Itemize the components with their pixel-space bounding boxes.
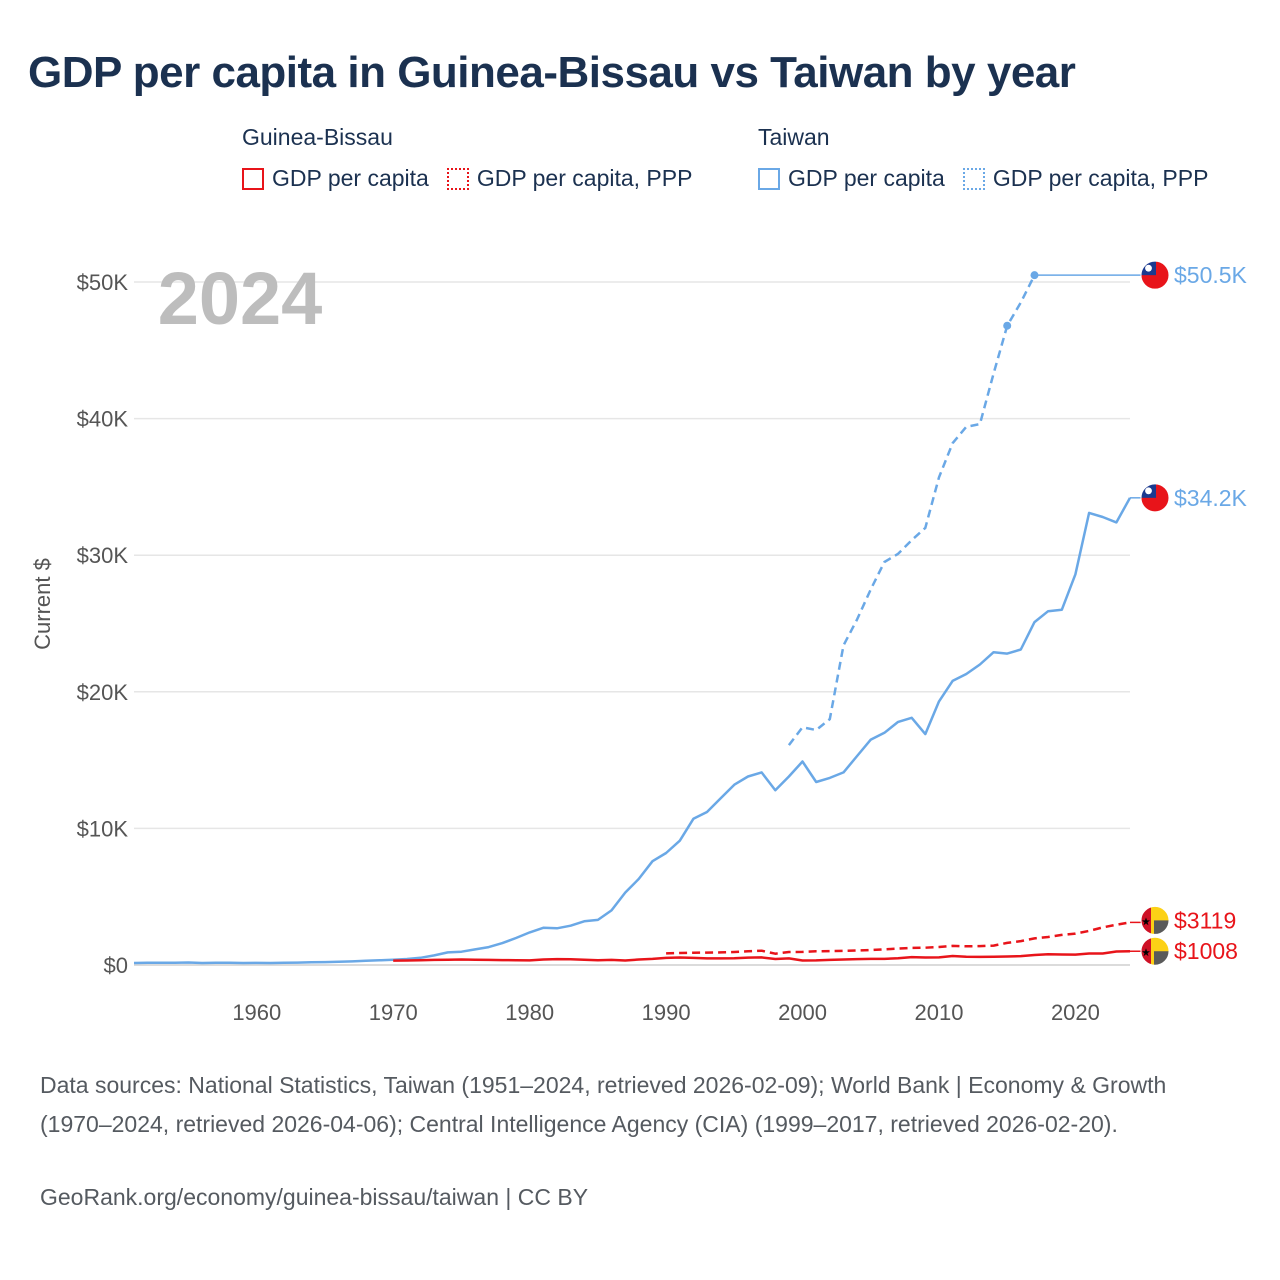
- x-tick-label: 1960: [232, 1000, 281, 1025]
- taiwan-flag-icon: [1140, 483, 1170, 513]
- series-line-taiwan[interactable]: [133, 497, 1132, 965]
- x-tick-label: 1970: [369, 1000, 418, 1025]
- y-tick-label: $40K: [77, 407, 129, 432]
- series-line-guinea-bissau[interactable]: [393, 949, 1131, 962]
- y-tick-label: $20K: [77, 680, 129, 705]
- legend-item-gb-gdp[interactable]: GDP per capita: [242, 165, 429, 192]
- solid-swatch-icon: [758, 167, 780, 190]
- legend-item-label: GDP per capita: [788, 165, 945, 191]
- x-tick-label: 2000: [778, 1000, 827, 1025]
- series-end-label: $50.5K: [1174, 262, 1248, 288]
- guinea-bissau-flag-icon: [1140, 936, 1170, 966]
- x-tick-label: 1990: [642, 1000, 691, 1025]
- grid-lines: [134, 281, 1130, 966]
- series-end-label: $34.2K: [1174, 485, 1248, 511]
- dotted-swatch-icon: [962, 167, 985, 190]
- source-link[interactable]: GeoRank.org/economy/guinea-bissau/taiwan…: [40, 1184, 589, 1210]
- legend-group-name: Guinea-Bissau: [242, 124, 393, 150]
- legend-item-gb-gdp-ppp[interactable]: GDP per capita, PPP: [446, 165, 693, 192]
- taiwan-flag-icon: [1140, 260, 1170, 290]
- legend-item-tw-gdp[interactable]: GDP per capita: [758, 165, 945, 192]
- guinea-bissau-flag-icon: [1140, 905, 1170, 935]
- series-lines: [133, 271, 1150, 965]
- y-axis-label: Current $: [30, 558, 55, 650]
- y-tick-label: $10K: [77, 816, 129, 841]
- legend-group-taiwan: Taiwan GDP per capita GDP per capita, PP…: [758, 124, 1226, 192]
- data-sources: Data sources: National Statistics, Taiwa…: [40, 1072, 1167, 1137]
- end-labels: $50.5K $34.2K $3119 $1008: [1140, 260, 1248, 966]
- x-tick-label: 1980: [505, 1000, 554, 1025]
- legend-item-tw-gdp-ppp[interactable]: GDP per capita, PPP: [962, 165, 1209, 192]
- legend-item-label: GDP per capita, PPP: [476, 165, 693, 191]
- series-end-label: $1008: [1174, 938, 1238, 964]
- y-tick-label: $50K: [77, 270, 129, 295]
- series-end-label: $3119: [1174, 907, 1236, 933]
- legend-group-name: Taiwan: [758, 124, 830, 150]
- x-tick-label: 2010: [915, 1000, 964, 1025]
- legend-item-label: GDP per capita, PPP: [992, 165, 1209, 191]
- legend-item-label: GDP per capita: [272, 165, 429, 191]
- dotted-swatch-icon: [446, 167, 469, 190]
- legend-group-guinea-bissau: Guinea-Bissau GDP per capita GDP per cap…: [242, 124, 710, 192]
- series-line-taiwan-ppp[interactable]: [787, 274, 1036, 746]
- axes: $0 $10K $20K $30K $40K $50K 1960 1970 1980 1990 20…: [77, 270, 1100, 1025]
- solid-swatch-icon: [242, 167, 264, 190]
- series-line-guinea-bissau-ppp[interactable]: [666, 921, 1131, 955]
- line-chart: $0 $10K $20K $30K $40K $50K 1960 1970 1980 1990 20…: [30, 257, 1248, 1025]
- y-tick-label: $0: [104, 953, 128, 978]
- y-tick-label: $30K: [77, 543, 129, 568]
- x-tick-label: 2020: [1051, 1000, 1100, 1025]
- chart-title: GDP per capita in Guinea-Bissau vs Taiwa…: [28, 48, 1076, 97]
- year-watermark: 2024: [158, 257, 323, 340]
- data-point[interactable]: [1003, 321, 1012, 330]
